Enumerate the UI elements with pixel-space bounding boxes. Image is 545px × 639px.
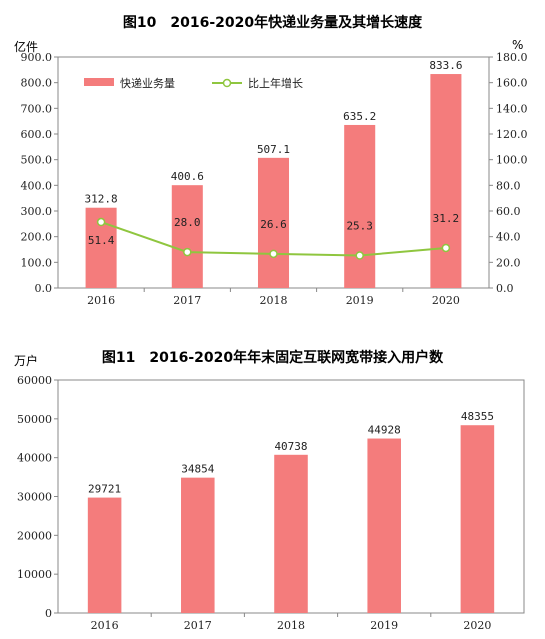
bar: [367, 438, 401, 613]
y-tick-label: 200.0: [21, 231, 53, 244]
y-tick-label: 600.0: [21, 128, 53, 141]
line-point: [441, 243, 451, 253]
x-tick-label: 2020: [463, 619, 491, 632]
bar-value-label: 48355: [461, 410, 494, 423]
line-value-label: 28.0: [174, 216, 201, 229]
bar: [344, 124, 376, 288]
line-value-label: 26.6: [260, 218, 287, 231]
bar: [430, 74, 462, 288]
y-tick-label: 50000: [17, 413, 52, 426]
bar-value-label: 44928: [368, 424, 401, 437]
y2-tick-label: 140.0: [496, 102, 528, 115]
y-tick-label: 20000: [17, 529, 52, 542]
bar: [87, 497, 122, 613]
chart-canvas: 0.0 100.0 200.0 300.0 400.0 500.0 600.0 700.0 80…: [21, 51, 528, 307]
legend-label: 快递业务量: [120, 76, 175, 90]
bar-value-label: 635.2: [343, 110, 376, 123]
line-point: [269, 249, 278, 259]
y-tick-label: 300.0: [21, 205, 53, 218]
y2-tick-label: 20.0: [496, 256, 521, 269]
y-tick-label: 0: [45, 607, 52, 620]
y2-tick-label: 80.0: [496, 179, 521, 192]
x-tick-label: 2017: [184, 619, 212, 632]
y-tick-label: 30000: [17, 491, 52, 504]
y2-tick-label: 60.0: [496, 205, 521, 218]
express-chart: 图10 2016-2020年快递业务量及其增长速度 亿件 % 0.0 100.0 2…: [14, 15, 528, 307]
bar-value-label: 34854: [181, 463, 214, 476]
x-tick-label: 2019: [370, 619, 398, 632]
line-value-label: 25.3: [346, 220, 373, 233]
line-value-label: 51.4: [88, 234, 115, 247]
bar-value-label: 507.1: [257, 143, 290, 156]
bar-value-label: 400.6: [171, 170, 204, 183]
y-tick-label: 700.0: [21, 102, 53, 115]
y-tick-label: 900.0: [21, 51, 53, 64]
x-tick-label: 2016: [87, 294, 115, 307]
y2-tick-label: 40.0: [496, 231, 521, 244]
line-point: [183, 247, 192, 257]
chart-title: 图11 2016-2020年年末固定互联网宽带接入用户数: [101, 350, 444, 366]
y2-tick-label: 100.0: [496, 154, 528, 167]
bar: [171, 185, 203, 288]
bar: [460, 425, 495, 613]
y-tick-label: 10000: [17, 568, 52, 581]
x-tick-label: 2018: [260, 294, 288, 307]
chart-title: 图10 2016-2020年快递业务量及其增长速度: [122, 15, 423, 31]
line-point: [355, 251, 364, 260]
bar: [257, 157, 290, 288]
y2-tick-label: 120.0: [496, 128, 528, 141]
bar-value-label: 312.8: [85, 193, 118, 206]
right-axis-unit: %: [512, 38, 524, 52]
chart-canvas: 0 10000 20000 30000 40000 50000 60000 2016 2017 2…: [17, 374, 525, 632]
bar-value-label: 40738: [274, 440, 307, 453]
y-tick-label: 400.0: [21, 179, 53, 192]
y2-tick-label: 0.0: [496, 282, 514, 295]
line-value-label: 31.2: [433, 212, 460, 225]
line-point: [96, 217, 106, 227]
legend-swatch-marker: [222, 78, 232, 88]
bar: [274, 454, 308, 613]
left-axis-unit: 亿件: [14, 40, 39, 54]
y2-tick-label: 160.0: [496, 77, 528, 90]
x-tick-label: 2017: [173, 294, 201, 307]
x-tick-label: 2018: [277, 619, 305, 632]
y-tick-label: 60000: [17, 374, 52, 387]
bar-value-label: 29721: [88, 483, 121, 496]
bar: [181, 477, 215, 613]
y-tick-label: 40000: [17, 452, 52, 465]
x-tick-label: 2020: [432, 294, 460, 307]
y-tick-label: 500.0: [21, 154, 53, 167]
left-axis-unit: 万户: [14, 354, 39, 368]
y2-tick-label: 180.0: [496, 51, 528, 64]
x-tick-label: 2016: [91, 619, 119, 632]
y-tick-label: 100.0: [21, 256, 53, 269]
broadband-chart: 万户 图11 2016-2020年年末固定互联网宽带接入用户数 0 10000 20…: [0, 335, 545, 639]
legend-label: 比上年增长: [248, 76, 303, 90]
bar-value-label: 833.6: [429, 59, 462, 72]
x-tick-label: 2019: [346, 294, 374, 307]
y-tick-label: 0.0: [35, 282, 53, 295]
legend-swatch-bar: [84, 78, 114, 86]
y-tick-label: 800.0: [21, 77, 53, 90]
